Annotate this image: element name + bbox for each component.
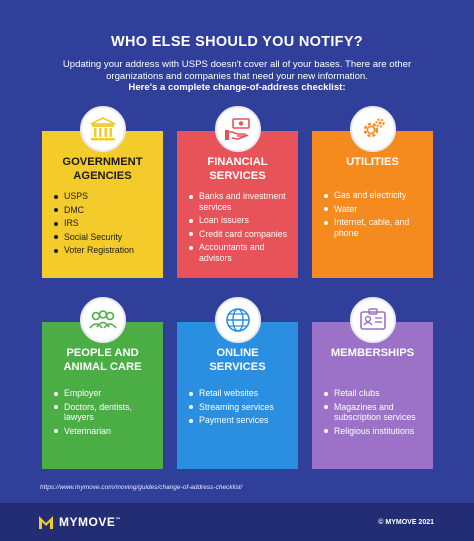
card-list: Retail clubs Magazines and subscription …	[324, 388, 427, 439]
card-government-agencies: GOVERNMENT AGENCIES USPS DMC IRS Social …	[42, 106, 163, 278]
card-title: FINANCIAL SERVICES	[207, 156, 268, 182]
globe-icon	[214, 297, 261, 343]
intro-line-1: Updating your address with USPS doesn't …	[62, 59, 412, 70]
list-item: Loan issuers	[189, 215, 292, 226]
list-item: Retail websites	[189, 388, 292, 399]
intro-line-2: organizations and companies that need yo…	[106, 70, 368, 82]
source-link[interactable]: https://www.mymove.com/moving/guides/cha…	[40, 484, 243, 491]
list-item: Banks and investment services	[189, 191, 292, 212]
card-list: Gas and electricity Water Internet, cabl…	[324, 190, 427, 241]
list-item: Religious institutions	[324, 426, 427, 437]
card-list: Employer Doctors, dentists, lawyers Vete…	[54, 388, 157, 439]
card-list: Banks and investment services Loan issue…	[189, 191, 292, 266]
page-title: WHO ELSE SHOULD YOU NOTIFY?	[111, 34, 363, 50]
list-item: Retail clubs	[324, 388, 427, 399]
list-item: Doctors, dentists, lawyers	[54, 402, 157, 423]
list-item: Credit card companies	[189, 229, 292, 240]
list-item: Magazines and subscription services	[324, 402, 427, 423]
card-list: USPS DMC IRS Social Security Voter Regis…	[54, 191, 157, 259]
card-title: UTILITIES	[346, 156, 399, 168]
list-item: Accountants and advisors	[189, 242, 292, 263]
card-title: ONLINE SERVICES	[209, 347, 266, 373]
list-item: Social Security	[54, 232, 157, 243]
list-item: DMC	[54, 205, 157, 216]
card-people-animal-care: PEOPLE AND ANIMAL CARE Employer Doctors,…	[42, 297, 163, 469]
bank-building-icon	[79, 106, 126, 152]
card-online-services: ONLINE SERVICES Retail websites Streamin…	[177, 297, 298, 469]
list-item: Streaming services	[189, 402, 292, 413]
copyright-text: © MYMOVE 2021	[378, 519, 434, 526]
card-title: GOVERNMENT AGENCIES	[62, 156, 143, 182]
list-item: Voter Registration	[54, 245, 157, 256]
card-utilities: UTILITIES Gas and electricity Water Inte…	[312, 106, 433, 278]
card-title: MEMBERSHIPS	[330, 347, 415, 359]
gears-icon	[349, 106, 396, 152]
list-item: Gas and electricity	[324, 190, 427, 201]
mymove-logo[interactable]: MYMOVE™	[38, 514, 121, 530]
card-financial-services: FINANCIAL SERVICES Banks and investment …	[177, 106, 298, 278]
card-title: PEOPLE AND ANIMAL CARE	[63, 347, 142, 373]
footer-bar: MYMOVE™ © MYMOVE 2021	[0, 503, 474, 541]
list-item: Internet, cable, and phone	[324, 217, 427, 238]
list-item: IRS	[54, 218, 157, 229]
card-memberships: MEMBERSHIPS Retail clubs Magazines and s…	[312, 297, 433, 469]
list-item: USPS	[54, 191, 157, 202]
list-item: Employer	[54, 388, 157, 399]
list-item: Veterinarian	[54, 426, 157, 437]
list-item: Water	[324, 204, 427, 215]
brand-name: MYMOVE™	[59, 515, 121, 529]
membership-card-icon	[349, 297, 396, 343]
mymove-logo-icon	[39, 516, 53, 529]
card-list: Retail websites Streaming services Payme…	[189, 388, 292, 429]
intro-line-3: Here's a complete change-of-address chec…	[128, 82, 346, 93]
list-item: Payment services	[189, 415, 292, 426]
people-group-icon	[79, 297, 126, 343]
intro-text: Updating your address with USPS doesn't …	[40, 59, 434, 94]
money-hand-icon	[214, 106, 261, 152]
